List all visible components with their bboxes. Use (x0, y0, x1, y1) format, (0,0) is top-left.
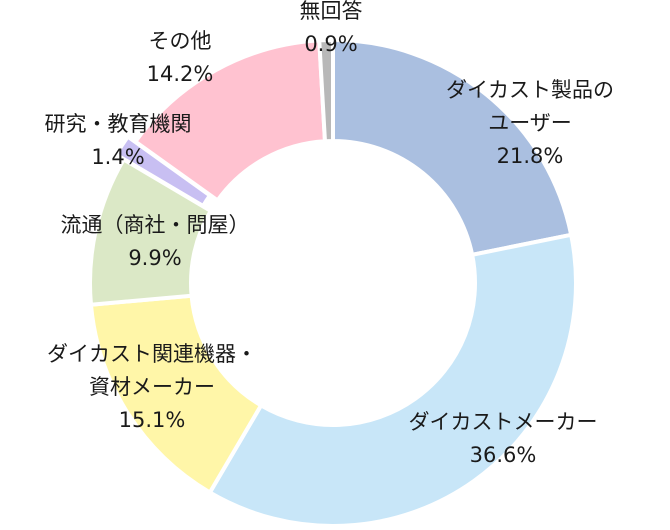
slice-name-label: ユーザー (488, 111, 572, 135)
slice-name-label: 流通（商社・問屋） (61, 213, 250, 237)
slice-label-4: 研究・教育機関 1.4% (45, 112, 192, 169)
slice-label-5: その他 14.2% (147, 29, 214, 86)
slice-name-label: 無回答 (300, 0, 363, 23)
slice-value-label: 0.9% (304, 32, 357, 56)
slice-value-label: 15.1% (119, 408, 186, 432)
slice-label-0: ダイカスト製品のユーザー 21.8% (446, 78, 614, 168)
slice-value-label: 21.8% (497, 144, 564, 168)
slice-1 (207, 232, 578, 528)
slice-label-1: ダイカストメーカー 36.6% (409, 410, 598, 467)
slice-value-label: 9.9% (128, 246, 181, 270)
slice-name-label: 研究・教育機関 (45, 112, 192, 136)
donut-slices (88, 37, 578, 528)
slice-value-label: 1.4% (91, 145, 144, 169)
slice-6 (317, 37, 335, 144)
slice-name-label: 資材メーカー (89, 375, 215, 399)
slice-name-label: ダイカスト製品の (446, 78, 614, 102)
slice-value-label: 36.6% (470, 443, 537, 467)
slice-label-6: 無回答 0.9% (300, 0, 363, 56)
slice-label-2: ダイカスト関連機器・資材メーカー 15.1% (47, 342, 257, 432)
slice-label-3: 流通（商社・問屋） 9.9% (61, 213, 250, 270)
slice-labels: ダイカスト製品のユーザー 21.8% ダイカストメーカー 36.6% ダイカスト関連機器… (45, 0, 615, 467)
slice-name-label: ダイカストメーカー (409, 410, 598, 434)
slice-name-label: その他 (149, 29, 212, 53)
slice-value-label: 14.2% (147, 62, 214, 86)
slice-name-label: ダイカスト関連機器・ (47, 342, 257, 366)
slice-0 (331, 37, 574, 258)
